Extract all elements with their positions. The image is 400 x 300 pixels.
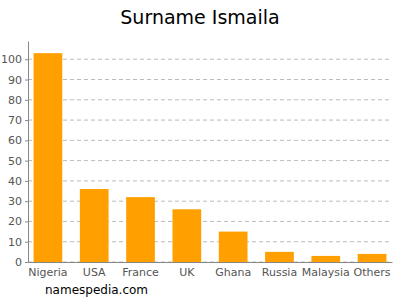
bar xyxy=(219,232,248,262)
y-tick-mark xyxy=(25,242,28,243)
grid xyxy=(28,59,392,262)
x-tick-label: USA xyxy=(83,266,106,279)
x-tick: Others xyxy=(354,262,391,279)
y-tick-mark xyxy=(25,59,28,60)
bar xyxy=(311,256,340,262)
y-tick-label: 70 xyxy=(8,114,22,127)
y-tick: 100 xyxy=(1,53,28,66)
x-axis-line xyxy=(29,262,393,263)
x-tick-label: Others xyxy=(354,266,391,279)
y-tick-mark xyxy=(25,221,28,222)
y-axis: 0 10 20 30 40 50 60 70 80 90 100 xyxy=(1,42,29,270)
x-tick: UK xyxy=(179,262,195,279)
x-tick: Malaysia xyxy=(302,262,350,279)
title: Surname Ismaila xyxy=(120,6,279,28)
grid-line xyxy=(28,99,392,100)
x-tick-label: Malaysia xyxy=(302,266,350,279)
grid-line xyxy=(28,140,392,141)
y-tick-label: 20 xyxy=(8,215,22,228)
y-tick-label: 60 xyxy=(8,134,22,147)
grid-line xyxy=(28,79,392,80)
y-tick: 90 xyxy=(8,74,28,87)
y-tick: 50 xyxy=(8,155,28,168)
y-tick: 80 xyxy=(8,94,28,107)
y-tick-mark xyxy=(25,120,28,121)
grid-line xyxy=(28,120,392,121)
y-tick-mark xyxy=(25,100,28,101)
chart: Surname Ismaila 0 10 20 30 40 50 60 70 80 90 100 Nig… xyxy=(0,0,400,300)
y-tick-mark xyxy=(25,140,28,141)
bar xyxy=(80,189,109,262)
grid-line xyxy=(28,59,392,60)
x-tick: USA xyxy=(83,262,106,279)
grid-line xyxy=(28,180,392,181)
y-tick-label: 50 xyxy=(8,155,22,168)
y-tick: 0 xyxy=(15,256,28,269)
source: namespedia.com xyxy=(45,283,148,297)
y-tick-label: 10 xyxy=(8,236,22,249)
y-tick: 10 xyxy=(8,236,28,249)
bar xyxy=(172,209,201,262)
x-tick: Russia xyxy=(262,262,297,279)
x-tick: Ghana xyxy=(215,262,251,279)
y-tick-label: 40 xyxy=(8,175,22,188)
y-tick: 40 xyxy=(8,175,28,188)
y-tick: 20 xyxy=(8,215,28,228)
x-tick: France xyxy=(122,262,159,279)
y-tick-mark xyxy=(25,262,28,263)
y-tick-mark xyxy=(25,161,28,162)
bar xyxy=(34,53,63,262)
y-tick: 60 xyxy=(8,134,28,147)
x-tick-label: Nigeria xyxy=(28,266,67,279)
y-tick-label: 30 xyxy=(8,195,22,208)
y-tick-label: 100 xyxy=(1,53,22,66)
grid-line xyxy=(28,160,392,161)
y-tick-mark xyxy=(25,80,28,81)
x-axis: Nigeria USA France UK Ghana Russia Malaysia Oth… xyxy=(28,262,392,279)
x-tick-label: Ghana xyxy=(215,266,251,279)
x-tick-label: France xyxy=(122,266,159,279)
x-tick: Nigeria xyxy=(28,262,67,279)
y-tick: 30 xyxy=(8,195,28,208)
y-tick-label: 0 xyxy=(15,256,22,269)
bar xyxy=(265,252,294,262)
y-tick: 70 xyxy=(8,114,28,127)
y-tick-label: 90 xyxy=(8,74,22,87)
bars xyxy=(34,53,387,262)
y-tick-mark xyxy=(25,181,28,182)
x-tick-label: UK xyxy=(179,266,195,279)
y-tick-label: 80 xyxy=(8,94,22,107)
bar xyxy=(126,197,155,262)
y-axis-line xyxy=(28,42,29,263)
bar xyxy=(358,254,387,262)
x-tick-label: Russia xyxy=(262,266,297,279)
y-tick-mark xyxy=(25,201,28,202)
